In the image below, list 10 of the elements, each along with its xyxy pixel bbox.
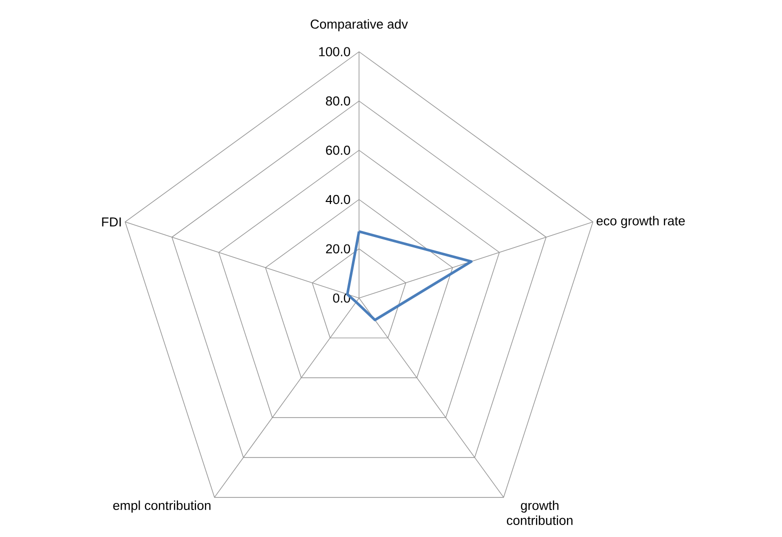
y-tick-label: 40.0 — [326, 194, 350, 204]
spoke-label: eco growth rate — [596, 216, 685, 228]
y-tick-label: 80.0 — [326, 96, 350, 106]
y-tick-label: 60.0 — [326, 146, 350, 155]
y-tick-label: 20.0 — [326, 244, 350, 254]
spoke-label: FDI — [102, 217, 121, 226]
spoke-label: growth contribution — [506, 500, 572, 525]
y-tick-label: 100.0 — [319, 47, 350, 56]
spoke-label: Comparative adv — [310, 19, 408, 32]
spoke-label: empl contribution — [113, 500, 210, 513]
